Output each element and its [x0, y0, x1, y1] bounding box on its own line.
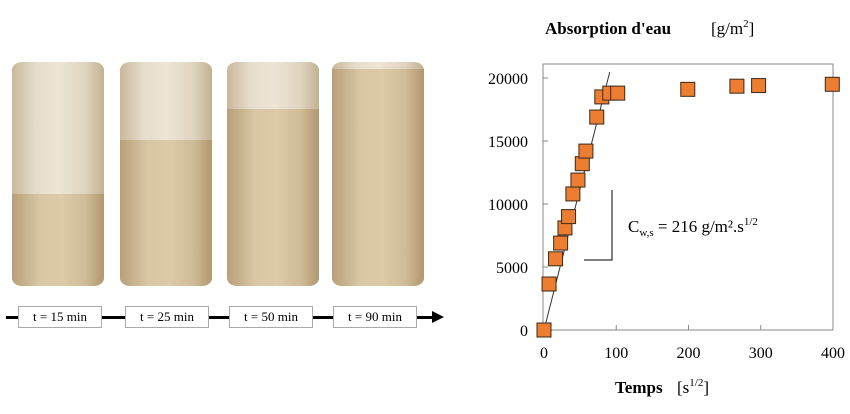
time-label: t = 15 min — [18, 306, 102, 328]
chart-title-unit: [g/m2] — [711, 18, 754, 38]
chart-title: Absorption d'eau — [545, 19, 671, 38]
x-tick-label: 100 — [604, 345, 628, 362]
y-tick-label: 10000 — [488, 197, 528, 214]
specimen-cylinder-4 — [332, 62, 424, 286]
specimen-cylinder-1 — [12, 62, 104, 286]
data-point — [729, 78, 745, 94]
data-point — [541, 276, 557, 292]
wet-zone — [120, 140, 212, 286]
data-point — [553, 235, 569, 251]
data-point — [561, 209, 577, 225]
data-point — [578, 143, 594, 159]
data-point — [548, 251, 564, 267]
x-axis-unit: [s1/2] — [677, 377, 709, 397]
wet-zone — [12, 194, 104, 286]
data-point — [751, 78, 767, 94]
time-label: t = 25 min — [125, 306, 209, 328]
specimen-cylinder-3 — [227, 62, 319, 286]
y-tick-label: 20000 — [488, 71, 528, 88]
x-tick-label: 300 — [749, 345, 773, 362]
slope-triangle — [584, 190, 613, 261]
y-tick-label: 15000 — [488, 134, 528, 151]
data-point — [565, 186, 581, 202]
time-label: t = 90 min — [333, 306, 417, 328]
wet-zone — [227, 109, 319, 286]
specimen-cylinder-2 — [120, 62, 212, 286]
data-point — [680, 81, 696, 97]
data-point — [574, 156, 590, 172]
slope-annotation: Cw,s = 216 g/m².s1/2 — [628, 216, 758, 239]
x-tick-label: 200 — [677, 345, 701, 362]
y-tick-label: 0 — [520, 323, 528, 340]
x-tick-label: 400 — [821, 345, 845, 362]
plot-frame — [542, 63, 834, 331]
time-axis-line — [6, 316, 434, 319]
data-point — [610, 85, 626, 101]
x-tick-label: 0 — [540, 345, 548, 362]
data-point — [570, 172, 586, 188]
arrow-icon — [432, 311, 444, 323]
data-point — [589, 109, 605, 125]
data-point — [824, 76, 840, 92]
x-axis-label: Temps — [615, 378, 663, 397]
wet-zone — [332, 68, 424, 286]
y-tick-label: 5000 — [496, 260, 528, 277]
time-label: t = 50 min — [229, 306, 313, 328]
data-point — [536, 322, 552, 338]
